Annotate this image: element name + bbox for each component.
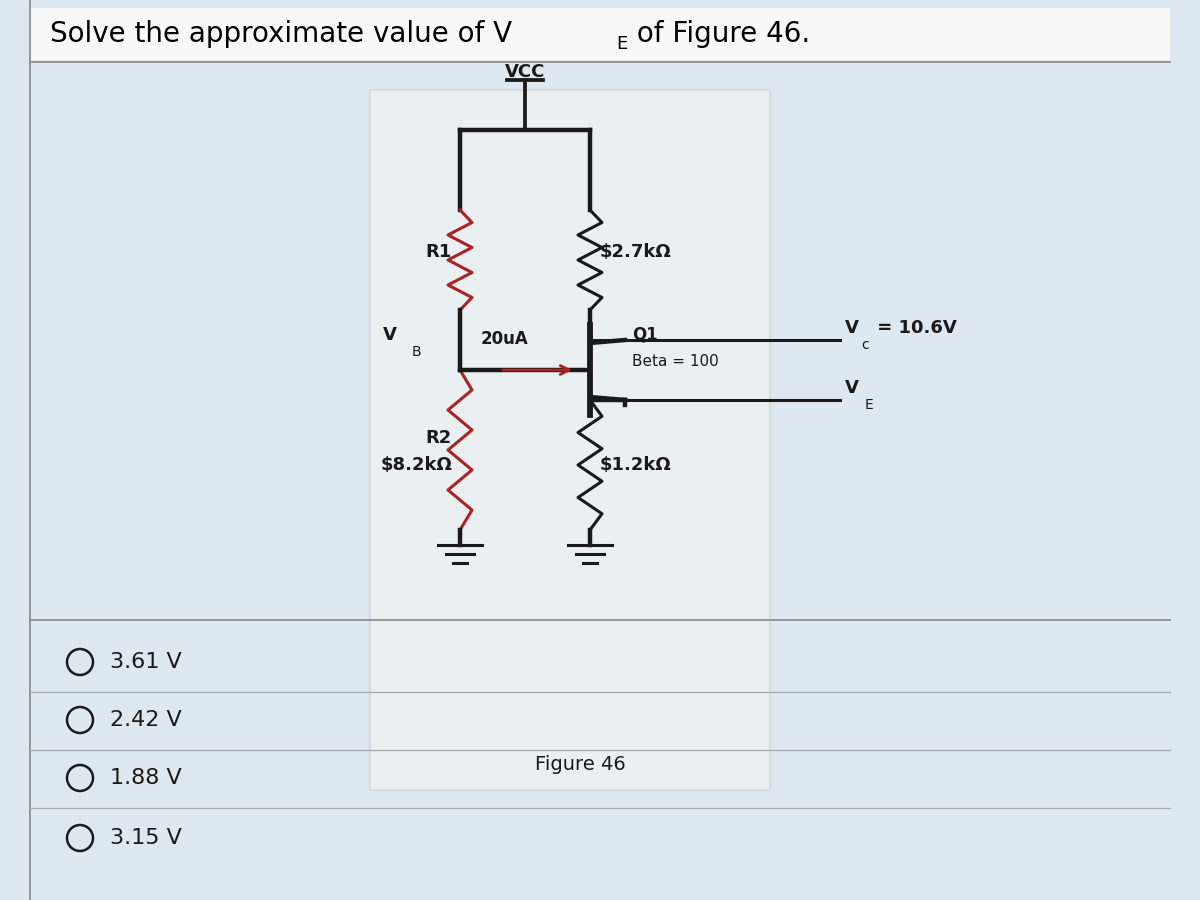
Text: 1.88 V: 1.88 V — [110, 768, 181, 788]
Text: Beta = 100: Beta = 100 — [632, 355, 719, 370]
Text: R1: R1 — [426, 243, 452, 261]
Text: 3.61 V: 3.61 V — [110, 652, 181, 672]
Text: c: c — [862, 338, 869, 352]
Text: Q1: Q1 — [632, 326, 658, 344]
Text: $1.2kΩ: $1.2kΩ — [600, 456, 672, 474]
Text: 3.15 V: 3.15 V — [110, 828, 182, 848]
Text: R2: R2 — [426, 429, 452, 447]
Text: $2.7kΩ: $2.7kΩ — [600, 243, 672, 261]
Text: VCC: VCC — [505, 63, 545, 81]
Text: = 10.6V: = 10.6V — [871, 319, 956, 337]
Bar — [30, 8, 1170, 60]
Text: Figure 46: Figure 46 — [535, 755, 625, 775]
Text: E: E — [865, 398, 874, 412]
Text: V: V — [383, 326, 397, 344]
Text: $8.2kΩ: $8.2kΩ — [380, 456, 452, 474]
Text: V: V — [845, 379, 859, 397]
Text: B: B — [412, 345, 421, 359]
Text: Solve the approximate value of V: Solve the approximate value of V — [50, 20, 512, 48]
Text: 2.42 V: 2.42 V — [110, 710, 181, 730]
Text: of Figure 46.: of Figure 46. — [628, 20, 810, 48]
Text: V: V — [845, 319, 859, 337]
Text: 20uA: 20uA — [481, 330, 529, 348]
Text: E: E — [616, 35, 628, 53]
Bar — [370, 90, 770, 790]
